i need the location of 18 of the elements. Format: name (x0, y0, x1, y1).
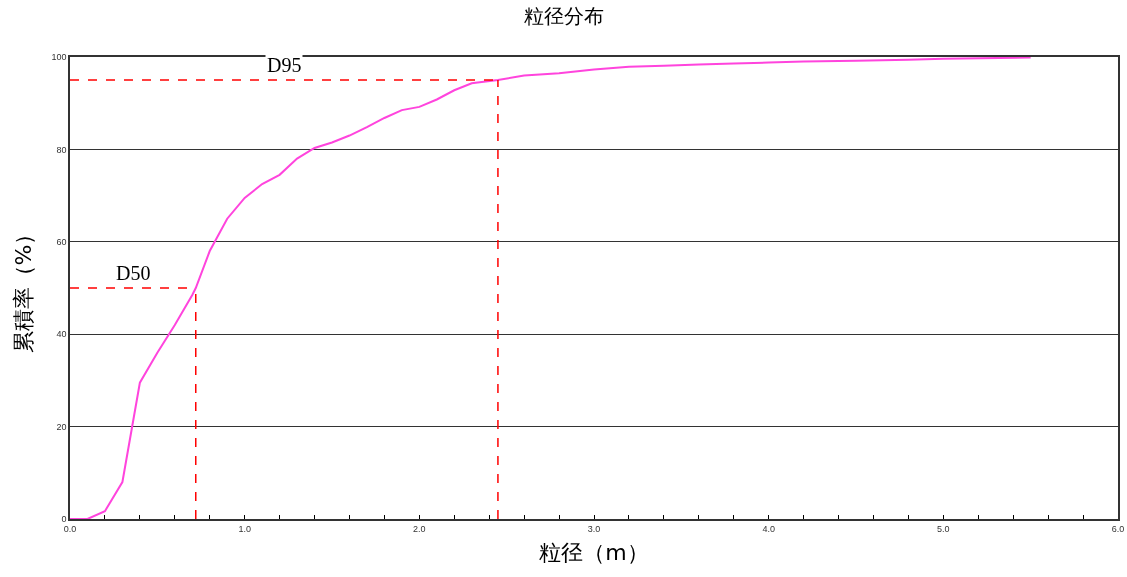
ref-line-label: D50 (116, 262, 151, 284)
x-axis-title: 粒径（m） (539, 539, 649, 565)
x-tick-label: 4.0 (762, 523, 775, 534)
y-tick-label: 0 (61, 514, 67, 525)
x-tick-label: 3.0 (587, 523, 601, 534)
x-tick-label: 1.0 (238, 523, 251, 534)
x-tick-label: 6.0 (1111, 523, 1125, 534)
ref-line-label: D95 (267, 54, 302, 76)
x-tick-label: 0.0 (63, 523, 77, 534)
x-tick-label: 2.0 (413, 523, 426, 534)
y-tick-label: 40 (56, 329, 67, 340)
y-tick-label: 80 (56, 144, 67, 155)
y-axis-title: 累積率（%） (10, 222, 36, 354)
y-tick-label: 20 (56, 421, 67, 432)
chart-title: 粒径分布 (523, 3, 604, 28)
y-tick-label: 60 (56, 236, 67, 247)
x-tick-label: 5.0 (937, 523, 950, 534)
y-tick-label: 100 (51, 52, 67, 63)
